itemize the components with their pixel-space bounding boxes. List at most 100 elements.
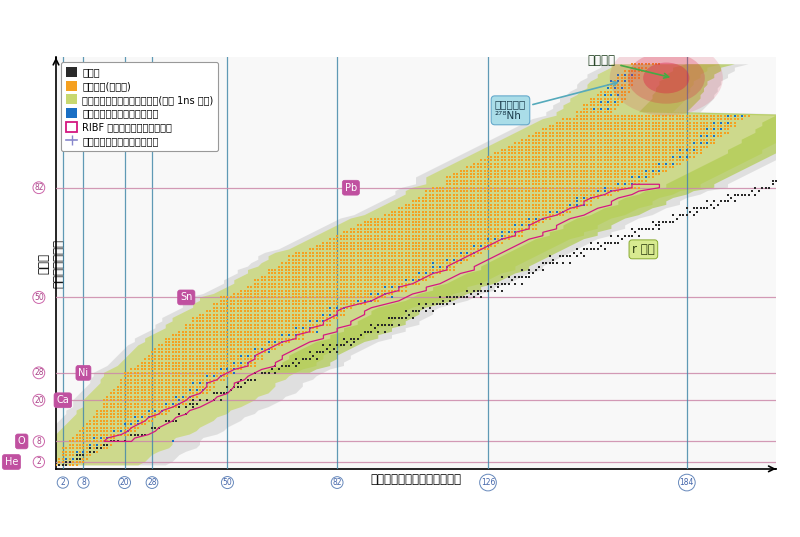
Point [310,256,323,264]
Point [533,132,546,141]
Point [684,128,697,137]
Point [276,317,289,326]
Point [618,84,631,92]
Point [622,70,635,79]
Point [166,396,179,404]
Point [389,235,402,243]
Point [66,437,79,446]
Point [369,276,382,285]
Point [300,310,313,319]
Point [345,289,358,298]
Point [636,146,649,154]
Point [492,170,505,178]
Point [670,128,683,137]
Point [94,434,107,442]
Point [612,115,625,124]
Point [118,420,131,429]
Point [386,283,398,292]
Point [114,403,127,411]
Point [585,115,598,124]
Point [687,211,700,220]
Point [674,153,686,161]
Point [430,235,443,243]
Point [605,170,618,178]
Point [653,111,666,120]
Point [666,139,679,148]
Point [125,417,138,425]
Point [314,245,326,253]
Point [738,190,751,199]
Point [509,163,522,171]
Point [618,139,631,148]
Point [386,242,398,250]
Point [598,101,611,110]
Point [303,279,316,288]
Point [495,238,508,247]
Point [708,135,721,144]
Point [564,146,577,154]
Point [639,63,652,72]
Point [173,372,186,381]
Point [406,266,419,274]
Point [581,146,594,154]
Point [602,153,614,161]
Point [660,122,673,130]
Point [550,166,563,175]
Point [633,63,646,72]
Point [303,321,316,329]
Point [519,204,532,213]
Point [450,200,463,209]
Point [118,407,131,415]
Point [465,252,478,260]
Point [471,211,484,220]
Point [338,293,350,302]
Point [354,273,367,281]
Point [465,238,478,247]
Point [218,300,230,309]
Point [375,279,388,288]
Point [242,331,254,339]
Point [231,355,244,364]
Point [297,252,310,260]
Point [722,118,734,127]
Point [252,348,265,357]
Point [108,400,121,408]
Point [714,132,727,141]
Point [570,187,583,195]
Point [522,214,535,223]
Point [605,95,618,103]
Point [321,310,334,319]
Point [221,348,234,357]
Point [186,321,199,329]
Point [218,296,230,305]
Point [111,423,124,432]
Point [684,153,697,161]
Point [118,382,131,391]
Point [585,98,598,106]
Point [108,427,121,436]
Point [509,221,522,230]
Point [561,173,574,182]
Point [108,437,121,446]
Point [317,269,330,278]
Point [173,368,186,377]
Point [225,355,238,364]
Text: Ca: Ca [57,395,70,405]
Legend: 安定核, 不安定核(既知核), 存在が予想されている原子核(寿命 1ns 以上), 理研が発見・合成した原子核, RIBF 大強度化で生成可能領域, 魔法数（マ: 安定核, 不安定核(既知核), 存在が予想されている原子核(寿命 1ns 以上)… [61,62,218,150]
Point [132,389,145,398]
Point [279,286,292,295]
Point [266,321,278,329]
Point [557,118,570,127]
Point [546,166,559,175]
Point [190,324,203,332]
Point [162,375,175,384]
Point [540,259,553,267]
Point [543,252,556,260]
Point [626,173,638,182]
Point [458,221,470,230]
Point [646,163,659,171]
Point [450,217,463,226]
Point [105,389,118,398]
Point [530,204,542,213]
Point [183,351,196,360]
